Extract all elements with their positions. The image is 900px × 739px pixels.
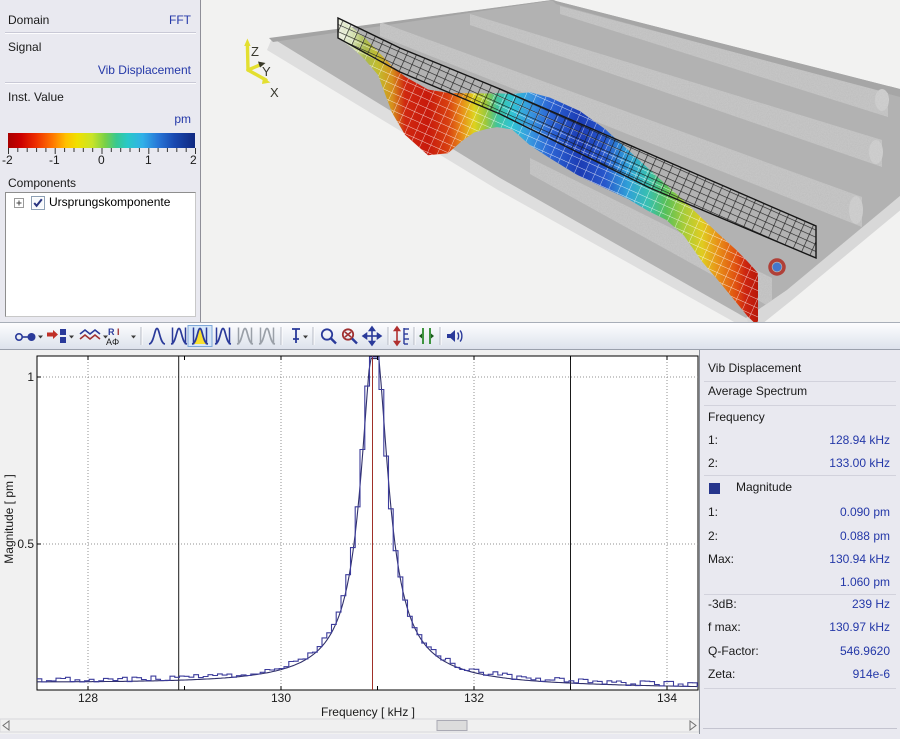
svg-text:Z: Z xyxy=(251,44,259,59)
svg-text:Y: Y xyxy=(262,64,271,79)
svg-text:134: 134 xyxy=(657,691,677,705)
svg-text:Frequency [ kHz ]: Frequency [ kHz ] xyxy=(321,705,415,719)
svg-text:Magnitude [ pm ]: Magnitude [ pm ] xyxy=(2,474,16,563)
svg-text:132: 132 xyxy=(464,691,484,705)
svg-text:0.5: 0.5 xyxy=(17,537,34,551)
svg-text:R: R xyxy=(108,327,115,337)
svg-text:128: 128 xyxy=(78,691,98,705)
svg-text:AΦ: AΦ xyxy=(106,337,119,347)
svg-text:X: X xyxy=(270,85,279,100)
svg-text:130: 130 xyxy=(271,691,291,705)
svg-text:1: 1 xyxy=(27,370,34,384)
svg-text:I: I xyxy=(117,327,120,337)
